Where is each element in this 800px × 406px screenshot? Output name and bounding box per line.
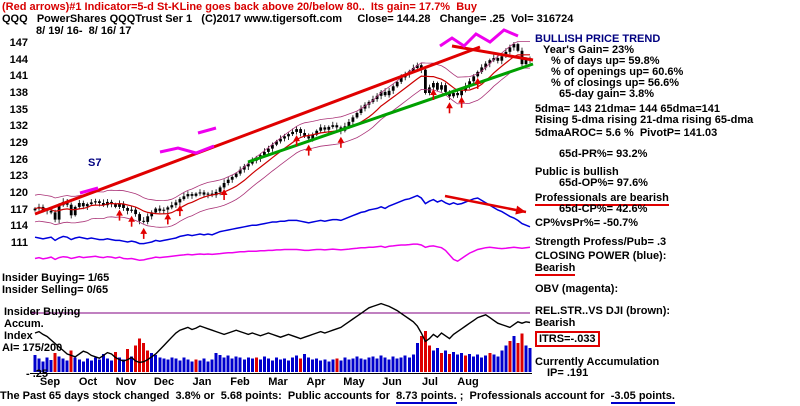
month-label: Feb: [230, 376, 250, 388]
panel-closings-up: % of closings up= 56.6%: [551, 77, 680, 89]
date-range: 8/ 19/ 16- 8/ 16/ 17: [36, 25, 132, 37]
insider-buying-label: Insider Buying= 1/65: [2, 272, 110, 284]
panel-itrs-value: ITRS=-.033: [535, 331, 600, 347]
month-label: May: [343, 376, 365, 388]
footer-seg3: ; Professionals account for: [456, 390, 611, 402]
panel-ip-value: IP= .191: [547, 367, 589, 379]
accum-pane-label-1: Insider Buying: [4, 306, 81, 318]
panel-closing-power-title: CLOSING POWER (blue):: [535, 250, 667, 262]
month-label: Sep: [39, 376, 61, 388]
footer-seg1: The Past 65 days stock changed 3.8% or 5…: [0, 390, 397, 402]
y-axis-label: 114: [10, 220, 28, 232]
panel-openings-up: % of openings up= 60.6%: [551, 66, 684, 78]
y-axis-label: 126: [9, 154, 28, 166]
accum-pane-label-2: Accum.: [4, 318, 44, 330]
x-axis: Sep Oct Nov Dec Jan Feb Mar Apr May Jun Jul Aug: [0, 376, 800, 389]
panel-public-bullish: Public is bullish: [535, 166, 619, 178]
y-axis-label: 117: [10, 204, 28, 216]
footer-summary: The Past 65 days stock changed 3.8% or 5…: [0, 390, 675, 404]
y-axis-label: 138: [9, 87, 28, 99]
month-label: Oct: [78, 376, 98, 388]
accum-pane-label-3: Index: [4, 330, 33, 342]
month-label: Nov: [115, 376, 137, 388]
panel-dma-values: 5dma= 143 21dma= 144 65dma=141: [535, 103, 720, 115]
panel-65d-cp: 65d-CP%= 42.6%: [559, 203, 648, 215]
month-label: Jul: [422, 376, 438, 388]
y-axis-label: 129: [9, 137, 28, 149]
volume-scale-label: - .25: [26, 368, 49, 380]
y-axis-label: 123: [9, 170, 28, 182]
y-axis-label: 111: [10, 237, 28, 249]
month-label: Aug: [457, 376, 479, 388]
panel-days-up: % of days up= 59.8%: [551, 55, 660, 67]
panel-rising-dma: Rising 5-dma rising 21-dma rising 65-dma: [535, 114, 754, 126]
y-axis: 147 144 141 138 135 132 129 126 123 120 117 114 111: [0, 0, 30, 406]
y-axis-label: 144: [9, 54, 28, 66]
panel-relstr-bearish: Bearish: [535, 317, 576, 329]
panel-years-gain: Year's Gain= 23%: [543, 44, 634, 56]
month-label: Jan: [192, 376, 212, 388]
s7-signal-label: S7: [88, 157, 102, 169]
panel-relstr-title: REL.STR..VS DJI (brown):: [535, 305, 671, 317]
panel-cp-vs-pr: CP%vsPr%= -50.7%: [535, 217, 639, 229]
month-label: Dec: [153, 376, 175, 388]
panel-currently-accumulation: Currently Accumulation: [535, 356, 660, 368]
title-line: QQQ PowerShares QQQTrust Ser 1 (C)2017 w…: [2, 13, 574, 25]
panel-65d-op: 65d-OP%= 97.6%: [559, 177, 648, 189]
panel-obv-title: OBV (magenta):: [535, 283, 619, 295]
y-axis-label: 120: [9, 187, 28, 199]
panel-bullish-price-trend: BULLISH PRICE TREND: [535, 33, 661, 45]
month-label: Apr: [306, 376, 326, 388]
y-axis-label: 147: [9, 37, 28, 49]
insider-selling-label: Insider Selling= 0/65: [2, 284, 109, 296]
footer-public-points: 8.73 points.: [396, 390, 457, 404]
panel-professionals-bearish: Professionals are bearish: [535, 192, 669, 206]
panel-aroc-pivot: 5dmaAROC= 5.6 % PivotP= 141.03: [535, 127, 718, 139]
panel-65day-gain: 65-day gain= 3.8%: [559, 88, 655, 100]
panel-strength-ratio: Strength Profess/Pub= .3: [535, 236, 667, 248]
panel-closing-power-bearish: Bearish: [535, 262, 576, 276]
ai-value-label: AI= 175/200: [2, 342, 63, 354]
month-label: Jun: [382, 376, 402, 388]
panel-65d-pr: 65d-PR%= 93.2%: [559, 148, 648, 160]
month-label: Mar: [268, 376, 288, 388]
footer-professional-points: -3.05 points.: [610, 390, 675, 404]
y-axis-label: 132: [9, 120, 28, 132]
signal-indicator-line: (Red arrows)#1 Indicator=5-d St-KLine go…: [2, 1, 477, 13]
y-axis-label: 141: [9, 70, 28, 82]
y-axis-label: 135: [9, 104, 28, 116]
